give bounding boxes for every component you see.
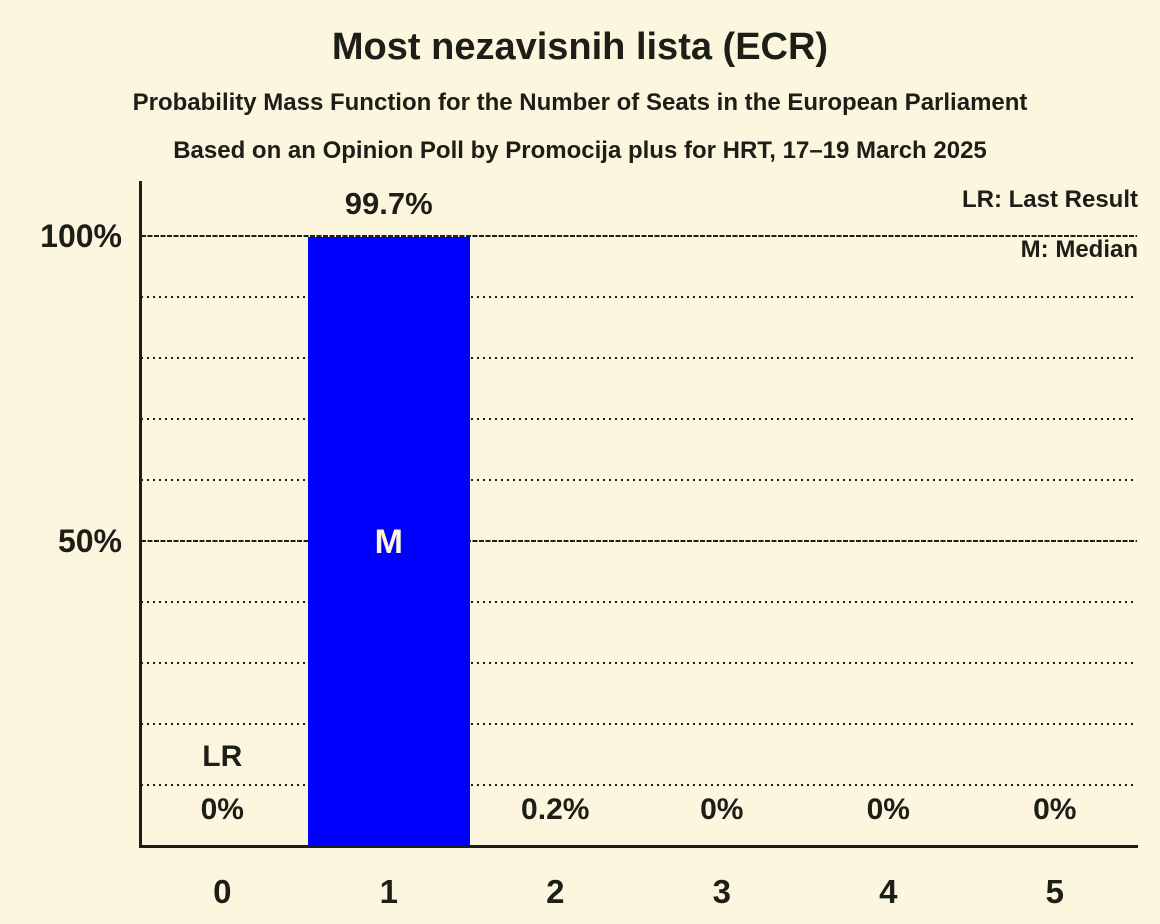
plot-area: 0% 99.7% 0.2% 0% 0% 0% LR M (139, 181, 1138, 848)
gridline-minor-80 (141, 356, 1137, 359)
gridline-minor-10 (141, 784, 1137, 787)
x-tick-label-0: 0 (213, 873, 232, 910)
bar-seats-1 (307, 237, 470, 847)
chart-subtitle: Probability Mass Function for the Number… (132, 89, 1028, 116)
bar-value-label: 99.7% (344, 186, 433, 222)
bar-value-label: 0.2% (521, 793, 590, 826)
median-marker: M (374, 522, 403, 561)
legend-last-result: LR: Last Result (961, 186, 1138, 213)
gridline-minor-20 (141, 723, 1137, 726)
gridline-minor-90 (141, 295, 1137, 298)
gridline-minor-30 (141, 662, 1137, 665)
last-result-marker: LR (202, 740, 243, 773)
chart-source-line: Based on an Opinion Poll by Promocija pl… (173, 137, 987, 164)
x-tick-label-1: 1 (379, 873, 398, 910)
x-axis-line (139, 845, 1138, 848)
bar-value-label: 0% (1033, 793, 1077, 826)
bar-value-label: 0% (200, 793, 244, 826)
x-tick-label-5: 5 (1045, 873, 1064, 910)
x-tick-label-3: 3 (712, 873, 731, 910)
bar-value-label: 0% (866, 793, 910, 826)
chart-title: Most nezavisnih lista (ECR) (331, 26, 829, 68)
legend-median: M: Median (1020, 236, 1138, 263)
x-tick-label-4: 4 (879, 873, 898, 910)
gridline-major-100 (141, 234, 1137, 237)
gridline-minor-70 (141, 417, 1137, 420)
gridline-major-50 (141, 540, 1137, 542)
y-tick-label-50: 50% (57, 523, 122, 559)
y-tick-label-100: 100% (40, 217, 122, 254)
bar-value-label: 0% (700, 793, 744, 826)
gridline-minor-40 (141, 601, 1137, 604)
y-axis-line (139, 181, 142, 848)
x-tick-label-2: 2 (546, 873, 565, 910)
gridline-minor-60 (141, 478, 1137, 481)
